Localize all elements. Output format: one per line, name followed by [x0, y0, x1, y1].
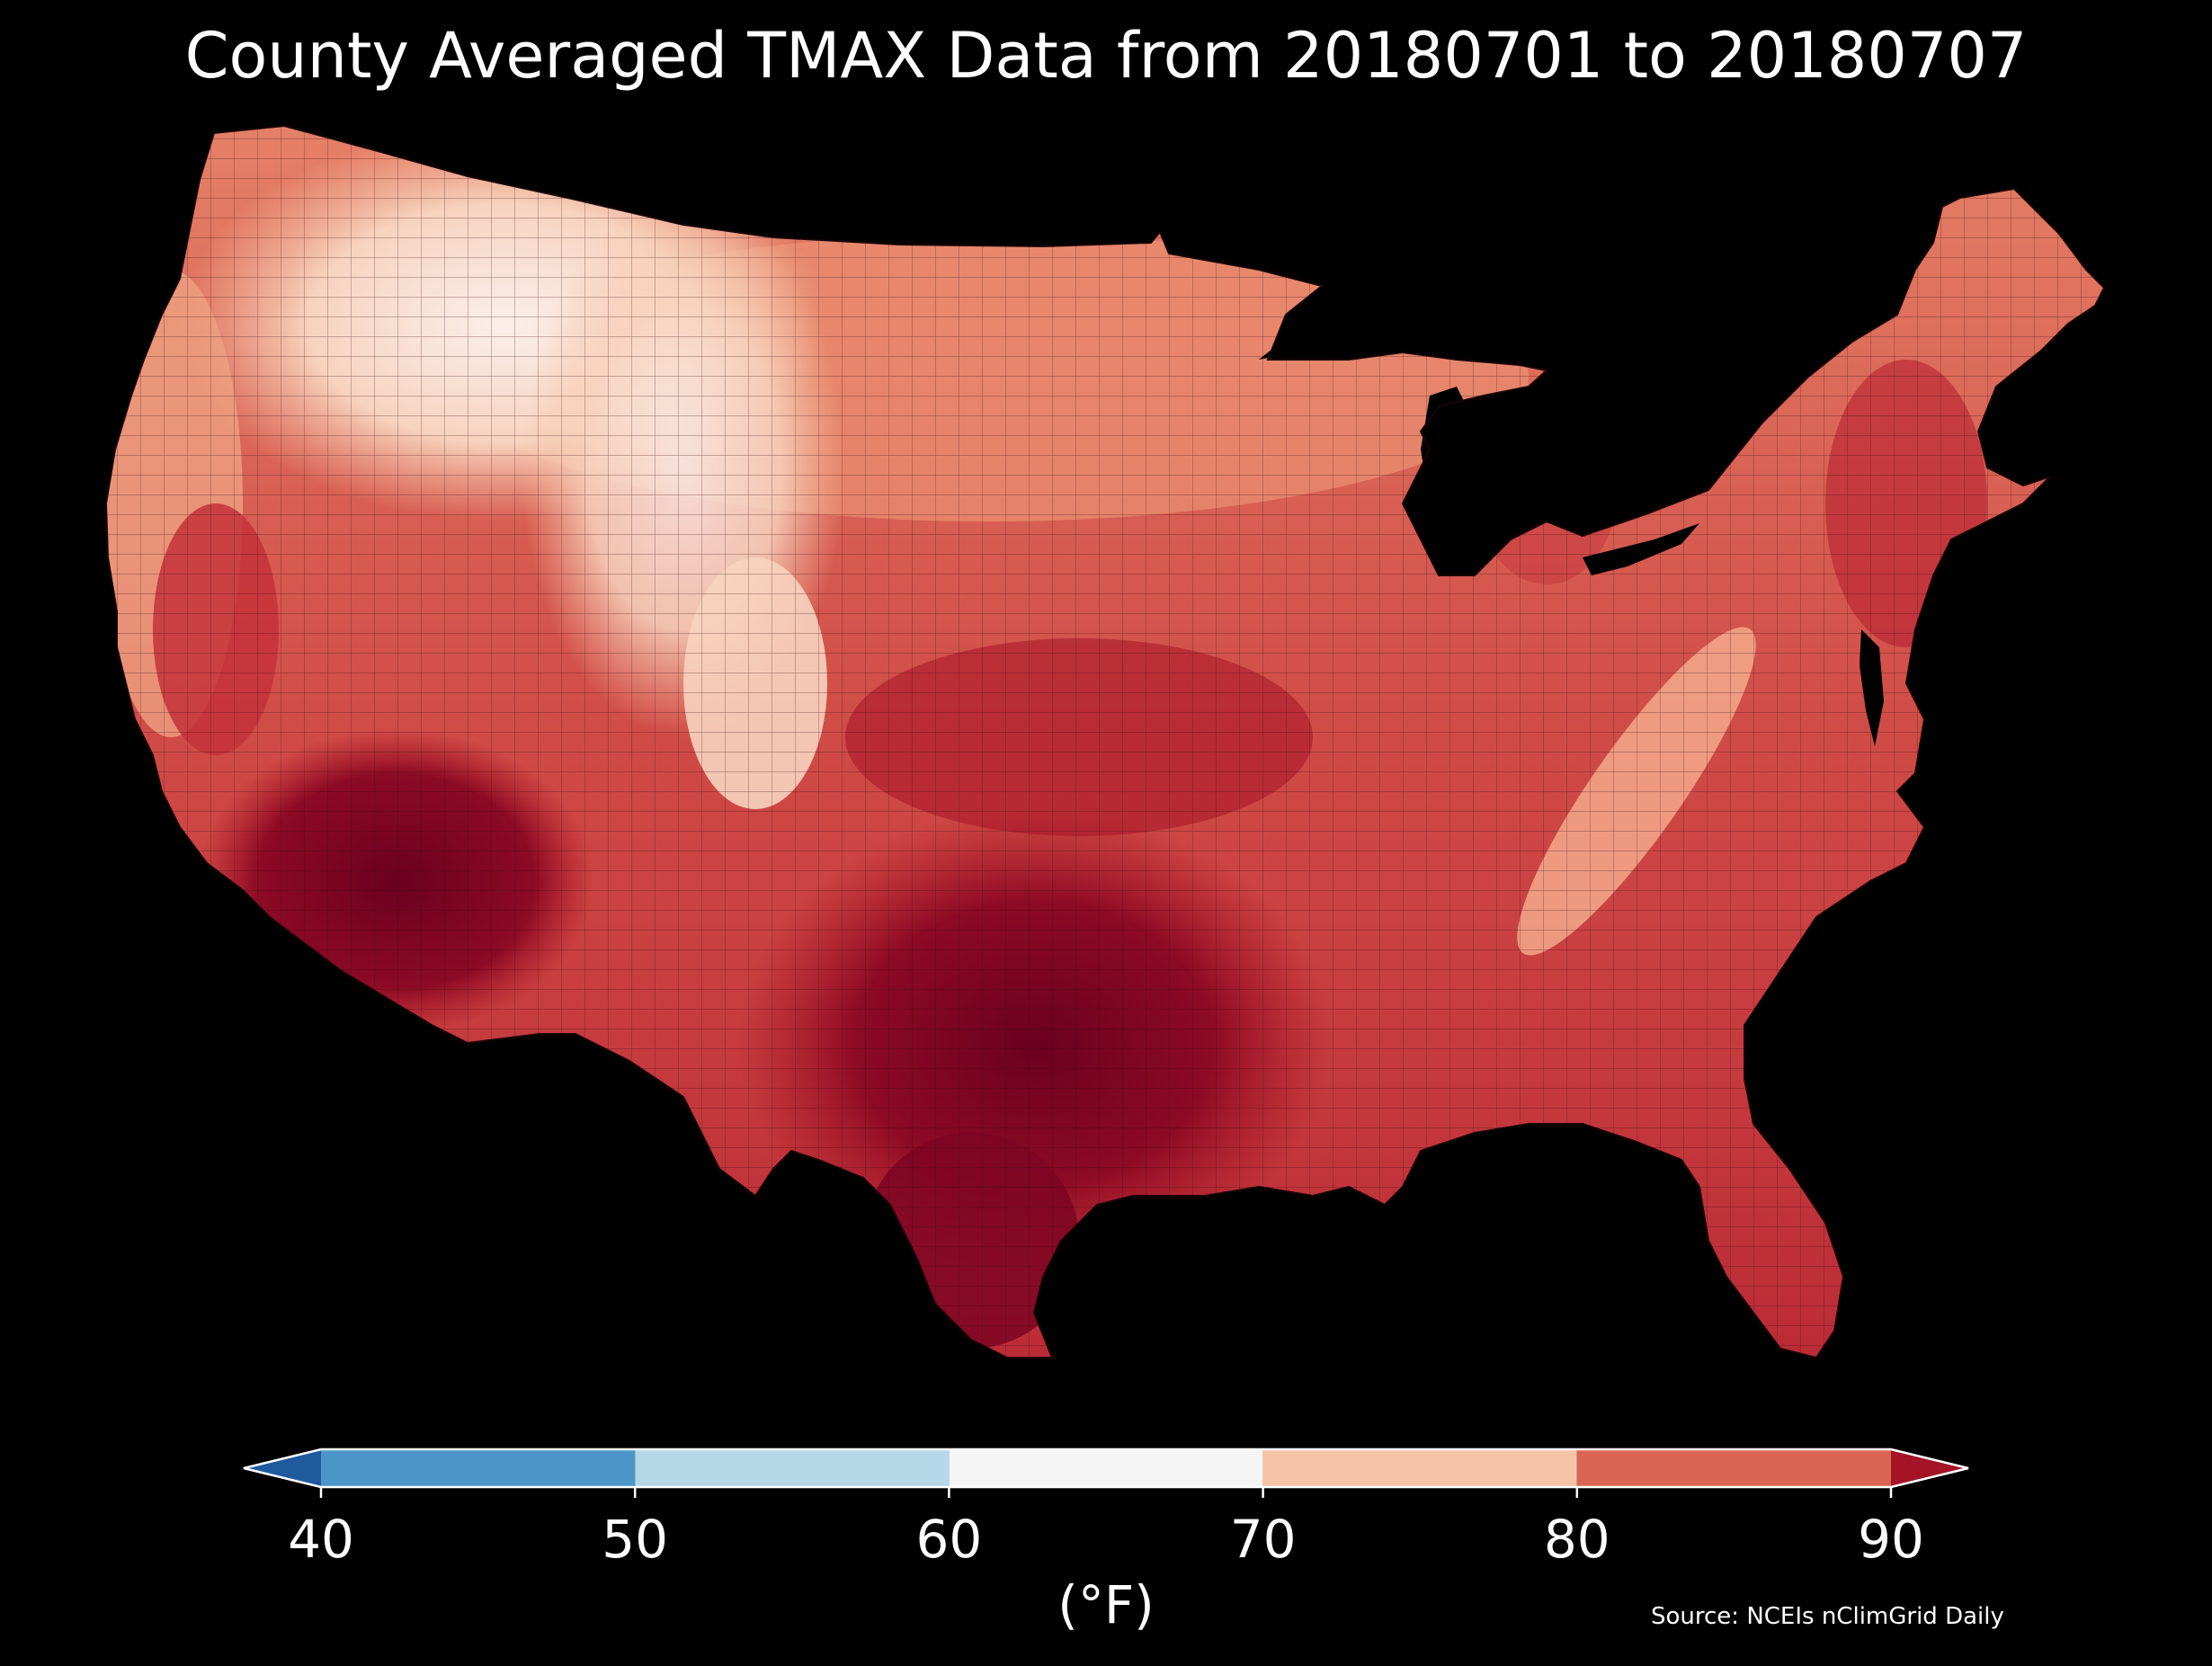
colorbar-units-label: (°F) [1057, 1574, 1155, 1635]
colorbar-tick-label: 90 [1858, 1509, 1924, 1570]
colorbar-tick-label: 80 [1543, 1509, 1610, 1570]
colorbar-tick-label: 60 [915, 1509, 983, 1570]
lake-superior [1259, 288, 1367, 360]
colorbar-tick-label: 40 [288, 1509, 354, 1570]
colorbar-tick-label: 50 [602, 1509, 669, 1570]
chesapeake-bay [1860, 629, 1884, 746]
colorbar-bin-60-70 [949, 1449, 1263, 1487]
page-title: County Averaged TMAX Data from 20180701 … [184, 19, 2028, 93]
colorbar-extend-low [244, 1449, 321, 1487]
lake-michigan [1421, 387, 1484, 575]
colorbar-tick-label: 70 [1229, 1509, 1297, 1570]
lake-erie [1583, 523, 1699, 575]
lake-huron [1542, 378, 1601, 486]
source-credit: Source: NCEIs nClimGrid Daily [1651, 1603, 2004, 1630]
colorbar-extend-high [1891, 1449, 1968, 1487]
water-bodies [1259, 288, 1884, 746]
colorbar-bin-50-60 [635, 1449, 950, 1487]
colorbar-bin-70-80 [1262, 1449, 1577, 1487]
colorbar-bin-80-90 [1576, 1449, 1891, 1487]
colorbar-bin-40-50 [321, 1449, 636, 1487]
